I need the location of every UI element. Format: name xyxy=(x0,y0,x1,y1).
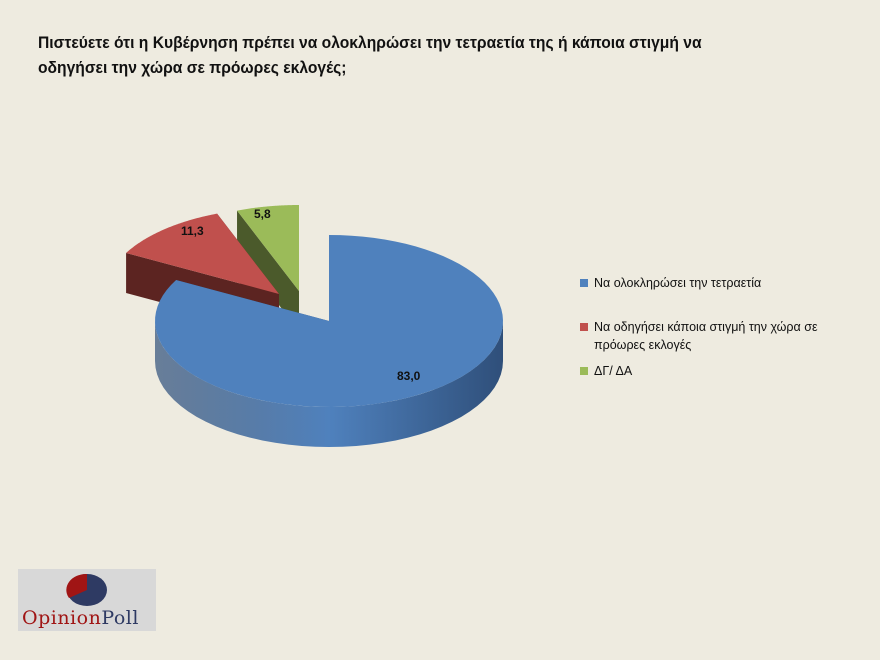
logo-pie-icon xyxy=(66,573,107,606)
legend-swatch xyxy=(580,279,588,287)
slice-1-top xyxy=(126,213,279,294)
legend-item-0: Να ολοκληρώσει την τετραετία xyxy=(580,274,860,292)
slice-2-radial-face xyxy=(237,210,299,331)
data-label-2: 5,8 xyxy=(254,207,271,221)
slice-0-outer-wall xyxy=(155,321,503,447)
legend-label: Να ολοκληρώσει την τετραετία xyxy=(594,276,762,290)
legend-swatch xyxy=(580,323,588,331)
logo-text: OpinionPoll xyxy=(22,607,139,629)
chart-title: Πιστεύετε ότι η Κυβέρνηση πρέπει να ολοκ… xyxy=(38,33,702,77)
legend-item-2: ΔΓ/ ΔΑ xyxy=(580,362,860,380)
data-label-0: 83,0 xyxy=(397,369,421,383)
legend-swatch xyxy=(580,367,588,375)
slice-2-top xyxy=(237,205,299,291)
legend-label: ΔΓ/ ΔΑ xyxy=(594,364,633,378)
slice-0-top xyxy=(155,235,503,407)
data-label-1: 11,3 xyxy=(181,224,204,238)
legend: Να ολοκληρώσει την τετραετία Να οδηγήσει… xyxy=(580,274,860,380)
opinionpoll-logo: OpinionPoll xyxy=(18,569,156,631)
legend-item-1: Να οδηγήσει κάποια στιγμή την χώρα σε πρ… xyxy=(580,318,844,354)
legend-label: Να οδηγήσει κάποια στιγμή την χώρα σε πρ… xyxy=(594,320,818,352)
